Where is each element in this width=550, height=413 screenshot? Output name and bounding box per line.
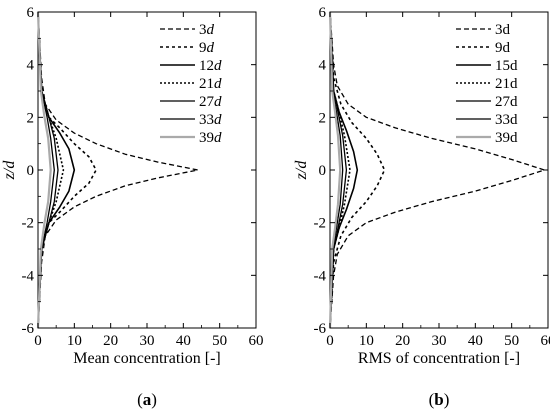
legend-label-33d: 33d [199,112,222,128]
y-tick-label: -2 [314,216,327,232]
legend-label-15d: 15d [495,58,518,74]
series-line-9d [329,11,386,329]
series-line-33d [37,11,55,329]
legend: 3d 9d 12d 21d 27d 33d 39d [160,22,222,146]
y-tick-label: 4 [319,58,327,74]
legend-label-9d: 9d [495,40,511,56]
plot-frame [37,11,257,329]
legend-label-21d: 21d [199,76,222,92]
x-tick-label: 60 [249,333,264,349]
x-tick-label: 20 [103,333,118,349]
y-tick-label: 2 [27,110,35,126]
series-line-27d [329,11,348,329]
legend-label-3d: 3d [199,22,215,38]
x-tick-label: 30 [140,333,155,349]
series-line-3d [37,11,199,329]
legend: 3d 9d 15d 21d 27d 33d 39d [456,22,518,146]
x-tick-label: 10 [67,333,82,349]
x-tick-label: 60 [541,333,550,349]
legend-label-39d: 39d [199,130,222,146]
y-tick-label: 0 [27,163,35,179]
x-tick-label: 40 [468,333,483,349]
x-tick-label: 20 [395,333,410,349]
x-axis-label: Mean concentration [-] [73,350,220,367]
legend-label-21d: 21d [495,76,518,92]
chart-panel-a: 0 10 20 30 40 50 60 -6 -4 -2 0 2 4 6 Mean concentratio… [1,5,264,409]
chart-panel-b: 0 10 20 30 40 50 60 -6 -4 -2 0 2 4 6 RMS of concentrat… [293,5,550,409]
legend-label-33d: 33d [495,112,518,128]
y-tick-label: 6 [27,5,35,21]
legend-label-3d: 3d [495,22,511,38]
legend-label-27d: 27d [495,94,518,110]
series-line-9d [37,11,97,329]
y-tick-label: -6 [22,321,35,337]
panel-label: (b) [429,390,450,409]
x-tick-label: 50 [504,333,519,349]
x-tick-label: 40 [176,333,191,349]
legend-label-12d: 12d [199,58,222,74]
series-line-39d [328,11,342,329]
y-tick-label: -4 [314,268,327,284]
legend-label-39d: 39d [495,130,518,146]
legend-label-9d: 9d [199,40,215,56]
y-tick-label: -6 [314,321,327,337]
y-tick-label: 4 [27,58,35,74]
legend-label-27d: 27d [199,94,222,110]
x-tick-label: 30 [432,333,447,349]
x-axis-label: RMS of concentration [-] [358,350,520,367]
y-axis-label: z/d [293,160,310,181]
x-tick-label: 10 [359,333,374,349]
x-tick-label: 0 [34,333,42,349]
y-tick-label: 6 [319,5,327,21]
x-tick-label: 0 [326,333,334,349]
series-line-39d [36,11,52,329]
y-axis-label: z/d [1,160,18,181]
series-line-3d [329,11,546,329]
y-tick-label: 0 [319,163,327,179]
series-line-12d [37,11,76,329]
panel-label: (a) [137,390,157,409]
y-tick-label: -2 [22,216,35,232]
y-tick-label: -4 [22,268,35,284]
y-tick-label: 2 [319,110,327,126]
x-tick-label: 50 [212,333,227,349]
